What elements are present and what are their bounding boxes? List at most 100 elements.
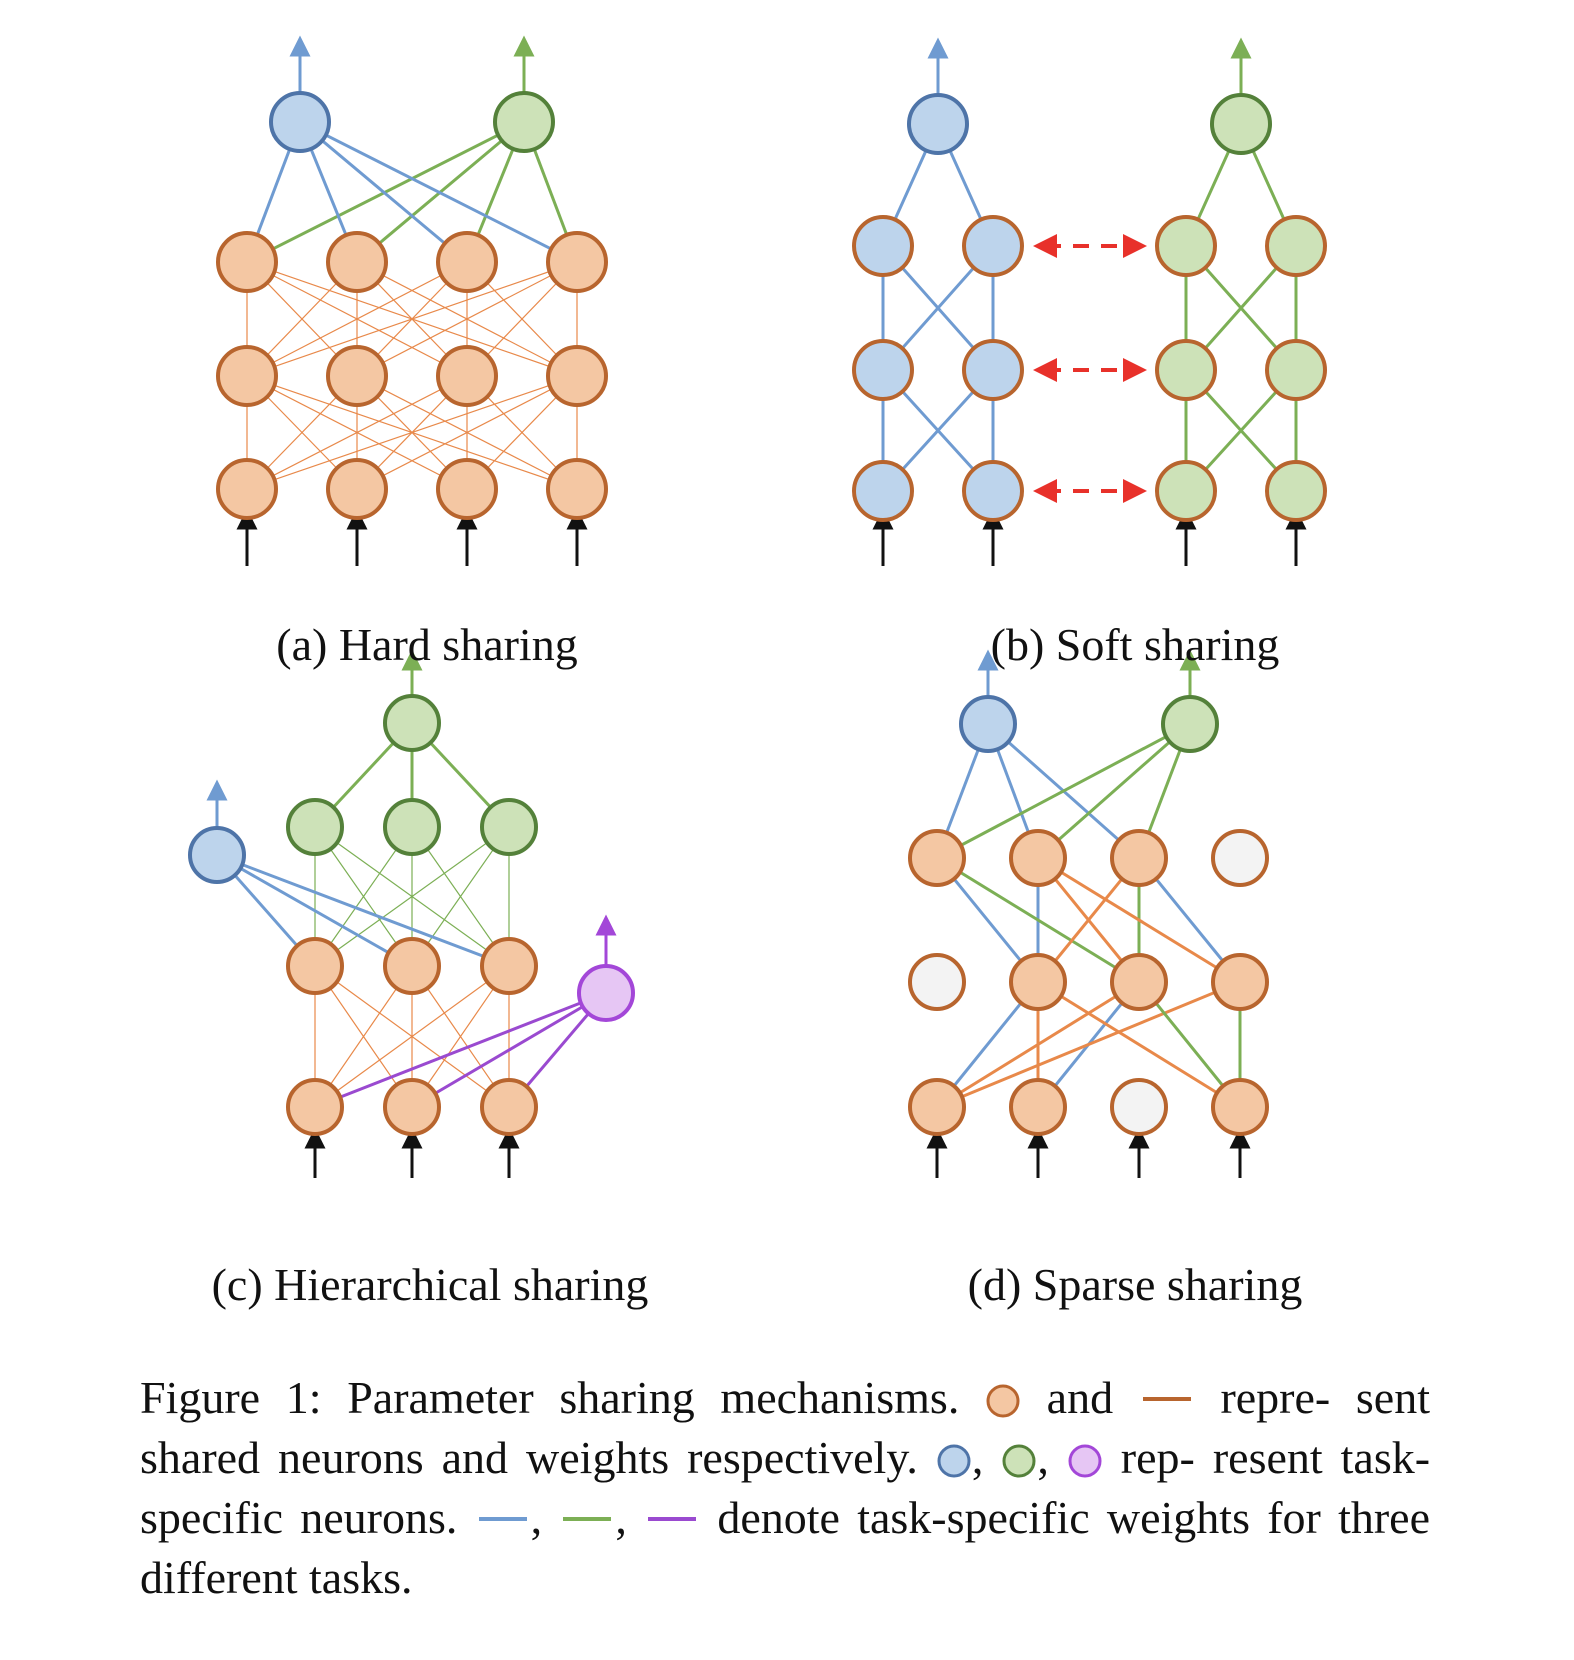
blue-task-neuron (962, 215, 1024, 277)
subcaption-b: (b) Soft sharing (990, 619, 1280, 670)
blue-task-neuron (959, 695, 1017, 753)
unused-neuron (1110, 1078, 1168, 1136)
shared-weight-line (356, 375, 578, 490)
shared-weight-line (246, 375, 578, 490)
shared-neuron (546, 231, 608, 293)
subcaption-a: (a) Hard sharing (276, 619, 578, 670)
green-neuron-icon (1002, 1444, 1036, 1478)
purple-task-neuron (577, 964, 635, 1022)
purple-weight-icon (648, 1517, 697, 1521)
caption-rep: rep- (1120, 1432, 1195, 1483)
shared-neuron (436, 458, 498, 520)
shared-neuron (326, 231, 388, 293)
shared-neuron (1110, 953, 1168, 1011)
green-task-neuron (1265, 339, 1327, 401)
shared-neuron (216, 458, 278, 520)
unused-neuron (1211, 829, 1269, 887)
caption-comma-3: , (530, 1492, 543, 1543)
shared-neuron (326, 345, 388, 407)
blue-task-neuron (907, 93, 969, 155)
blue-task-weight-line (299, 120, 578, 264)
green-task-neuron (1210, 93, 1272, 155)
shared-weight-line (1037, 856, 1241, 984)
shared-neuron (1009, 829, 1067, 887)
shared-neuron (326, 458, 388, 520)
caption-and: and (1046, 1372, 1114, 1423)
blue-task-neuron (962, 460, 1024, 522)
shared-neuron (383, 937, 441, 995)
shared-neuron (546, 345, 608, 407)
shared-neuron (1211, 953, 1269, 1011)
shared-weight-line (246, 375, 468, 490)
caption-comma-4: , (615, 1492, 627, 1543)
purple-neuron-icon (1068, 1444, 1102, 1478)
shared-neuron (480, 937, 538, 995)
subcaption-c: (c) Hierarchical sharing (211, 1259, 649, 1310)
shared-weight-line (936, 980, 1140, 1109)
shared-neuron (216, 231, 278, 293)
green-task-neuron (1161, 695, 1219, 753)
unused-neuron (908, 953, 966, 1011)
green-task-neuron (1155, 460, 1217, 522)
shared-neuron (908, 1078, 966, 1136)
blue-task-neuron (269, 91, 331, 153)
shared-neuron (286, 937, 344, 995)
green-task-weight-line (936, 856, 1140, 984)
blue-task-neuron (962, 339, 1024, 401)
caption-denote: denote task-specific (717, 1492, 1090, 1543)
green-task-neuron (286, 798, 344, 856)
shared-neuron (908, 829, 966, 887)
green-task-neuron (383, 694, 441, 752)
green-task-neuron (480, 798, 538, 856)
blue-task-neuron (852, 339, 914, 401)
subcaption-d: (d) Sparse sharing (967, 1259, 1303, 1310)
blue-neuron-icon (937, 1444, 971, 1478)
shared-neuron (546, 458, 608, 520)
green-task-weight-line (1037, 722, 1191, 860)
shared-neuron (1110, 829, 1168, 887)
purple-task-weight-line (314, 991, 607, 1109)
shared-neuron (1009, 953, 1067, 1011)
blue-task-neuron (188, 826, 246, 884)
blue-weight-icon (478, 1517, 527, 1521)
figure-caption: Figure 1: Parameter sharing mechanisms. … (140, 1368, 1430, 1608)
green-task-neuron (1265, 215, 1327, 277)
shared-neuron (480, 1078, 538, 1136)
blue-task-weight-line (216, 853, 510, 968)
green-task-weight-line (936, 722, 1191, 860)
shared-neuron (216, 345, 278, 407)
shared-weight-line (1037, 980, 1241, 1109)
caption-comma-2: , (1037, 1432, 1049, 1483)
shared-neuron (286, 1078, 344, 1136)
caption-prefix: Figure 1: Parameter sharing mechanisms. (140, 1372, 960, 1423)
green-task-neuron (1155, 339, 1217, 401)
shared-neuron (1009, 1078, 1067, 1136)
caption-weights: weights for three different tasks. (140, 1492, 1431, 1603)
shared-weight-line (356, 261, 578, 377)
green-weight-icon (563, 1517, 612, 1521)
blue-task-weight-line (299, 120, 468, 264)
shared-weight-line (314, 965, 510, 1108)
shared-neuron (436, 231, 498, 293)
shared-neuron (383, 1078, 441, 1136)
green-task-neuron (1265, 460, 1327, 522)
shared-weight-line (936, 980, 1241, 1109)
caption-repre: repre- (1220, 1372, 1331, 1423)
shared-weight-line (246, 261, 468, 377)
caption-comma-1: , (971, 1432, 984, 1483)
green-task-weight-line (314, 826, 510, 967)
blue-task-weight-line (216, 853, 413, 968)
shared-neuron (436, 345, 498, 407)
shared-weight-line (246, 261, 578, 377)
green-task-neuron (1155, 215, 1217, 277)
blue-task-neuron (852, 215, 914, 277)
caption-sent: sent shared neurons and weights respecti… (140, 1372, 1431, 1483)
blue-task-neuron (852, 460, 914, 522)
caption-resent: resent task-specific neurons. (140, 1432, 1431, 1543)
parameter-sharing-figure (188, 35, 1327, 1178)
shared-neuron (1211, 1078, 1269, 1136)
purple-task-weight-line (411, 991, 607, 1109)
green-task-neuron (493, 91, 555, 153)
shared-neuron-icon (986, 1384, 1020, 1418)
shared-weight-icon (1142, 1397, 1191, 1401)
